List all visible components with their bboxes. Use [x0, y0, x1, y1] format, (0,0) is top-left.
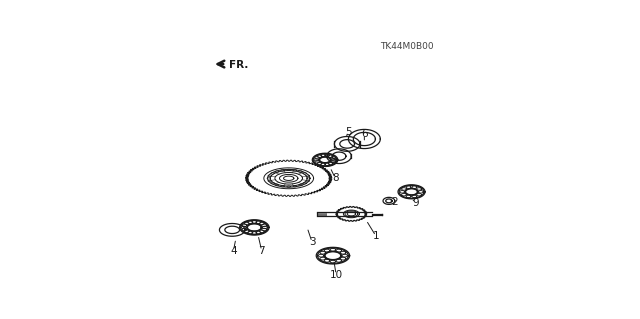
Text: 3: 3: [308, 237, 316, 247]
Text: 7: 7: [259, 246, 265, 256]
Text: TK44M0B00: TK44M0B00: [380, 42, 433, 51]
Text: 4: 4: [230, 246, 237, 256]
Text: 5: 5: [345, 127, 351, 137]
Text: 1: 1: [372, 231, 380, 241]
Text: 8: 8: [332, 173, 339, 183]
Text: 6: 6: [361, 129, 367, 139]
Text: 9: 9: [412, 198, 419, 208]
Text: 2: 2: [391, 197, 397, 207]
Text: FR.: FR.: [228, 60, 248, 70]
Text: 10: 10: [330, 270, 342, 279]
